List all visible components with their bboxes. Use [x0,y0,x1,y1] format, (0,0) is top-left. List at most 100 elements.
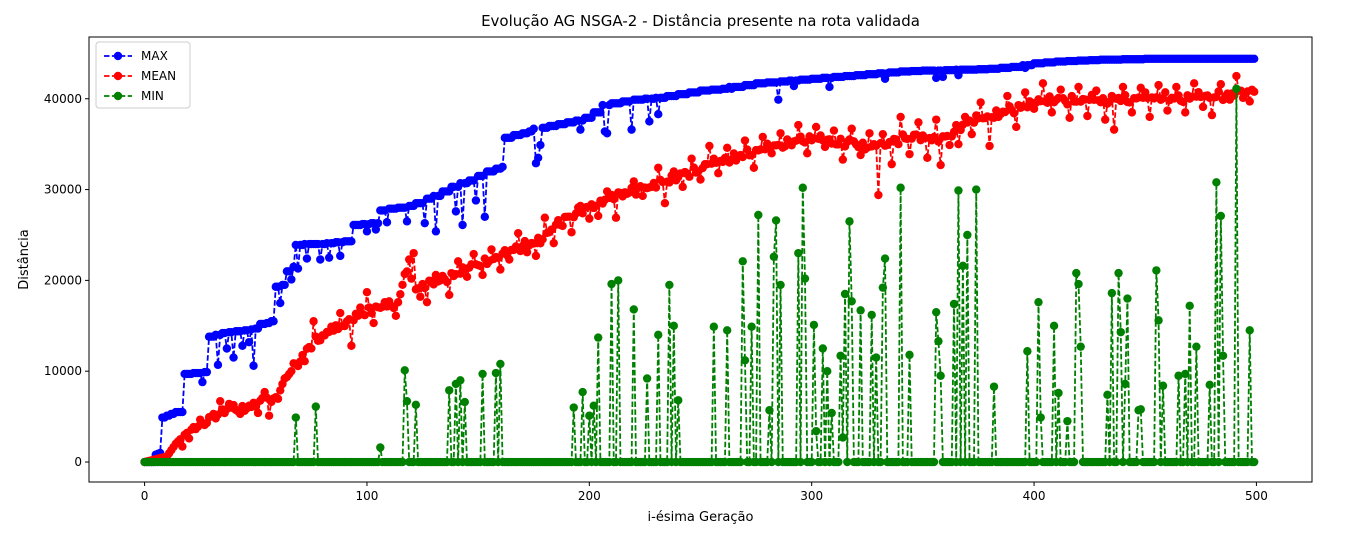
series-max [140,54,1259,467]
data-point [645,117,654,126]
data-point [878,129,888,139]
data-point [609,195,618,204]
data-point [585,411,594,420]
data-point [740,356,750,365]
data-point [736,457,745,467]
data-point [1020,88,1030,97]
data-point [823,367,832,376]
data-point [400,366,409,375]
data-point [1172,82,1181,92]
data-point [1000,107,1010,117]
data-point [887,159,896,169]
legend-label: MIN [141,89,164,103]
data-point [1207,110,1217,120]
y-tick-label: 20000 [44,273,82,287]
data-point [1249,54,1259,63]
data-point [513,228,523,238]
data-point [747,322,756,331]
data-point [1245,326,1254,335]
data-point [505,255,514,264]
data-point [249,361,258,370]
data-point [665,280,674,290]
data-point [878,283,888,292]
data-point [362,227,372,236]
data-point [307,344,316,353]
data-point [1112,457,1121,467]
data-point [198,377,207,387]
data-point [1103,390,1112,400]
y-tick-label: 40000 [44,92,82,106]
data-point [269,317,278,326]
data-point [382,218,392,227]
data-point [669,167,679,176]
data-point [1034,297,1043,307]
data-point [1065,113,1074,123]
data-point [985,141,994,151]
data-point [880,254,890,263]
data-point [445,386,454,395]
data-point [1174,371,1183,380]
data-point [276,298,285,308]
data-point [934,337,943,346]
data-point [393,298,403,307]
data-point [896,112,905,122]
data-point [596,108,605,117]
data-point [856,306,865,315]
data-point [533,153,543,162]
data-point [1074,82,1083,92]
data-point [300,357,309,366]
data-point [420,283,429,293]
plot-frame [88,36,1313,483]
y-tick-label: 30000 [44,183,82,197]
data-point [420,218,429,228]
data-point [442,277,452,287]
legend-label: MEAN [141,69,176,83]
data-point [522,248,532,257]
data-point [876,457,885,467]
data-point [776,129,785,138]
data-point [558,221,567,231]
data-point [840,289,850,299]
data-point [1047,108,1057,117]
series-line-min [144,88,1255,463]
data-point [638,191,647,201]
data-point [391,311,401,321]
x-axis-label: i-ésima Geração [648,510,754,525]
data-point [416,292,425,301]
legend-label: MAX [141,49,168,63]
data-point [1003,91,1012,101]
data-point [954,139,963,149]
series-min [140,84,1259,467]
data-point [1023,347,1032,356]
data-point [594,333,603,342]
data-point [905,350,914,360]
data-point [836,351,845,360]
data-point [309,317,318,326]
data-point [843,457,852,467]
data-point [1249,457,1259,467]
data-point [407,274,416,283]
data-point [803,149,812,158]
data-point [291,413,300,422]
data-point [1076,342,1085,351]
data-point [476,261,485,271]
data-point [409,248,418,258]
data-point [722,326,732,335]
data-point [287,275,296,284]
data-point [871,353,881,362]
data-point [589,401,598,410]
data-point [1121,379,1130,389]
data-point [1045,92,1054,101]
data-point [811,122,821,132]
data-point [1109,125,1119,134]
data-point [1092,86,1101,95]
series-line-mean [144,75,1255,463]
data-point [1012,122,1021,132]
data-point [827,408,836,418]
data-point [453,257,463,266]
data-point [989,382,999,391]
data-point [1198,102,1208,112]
data-point [1009,109,1019,118]
data-point [923,153,932,162]
